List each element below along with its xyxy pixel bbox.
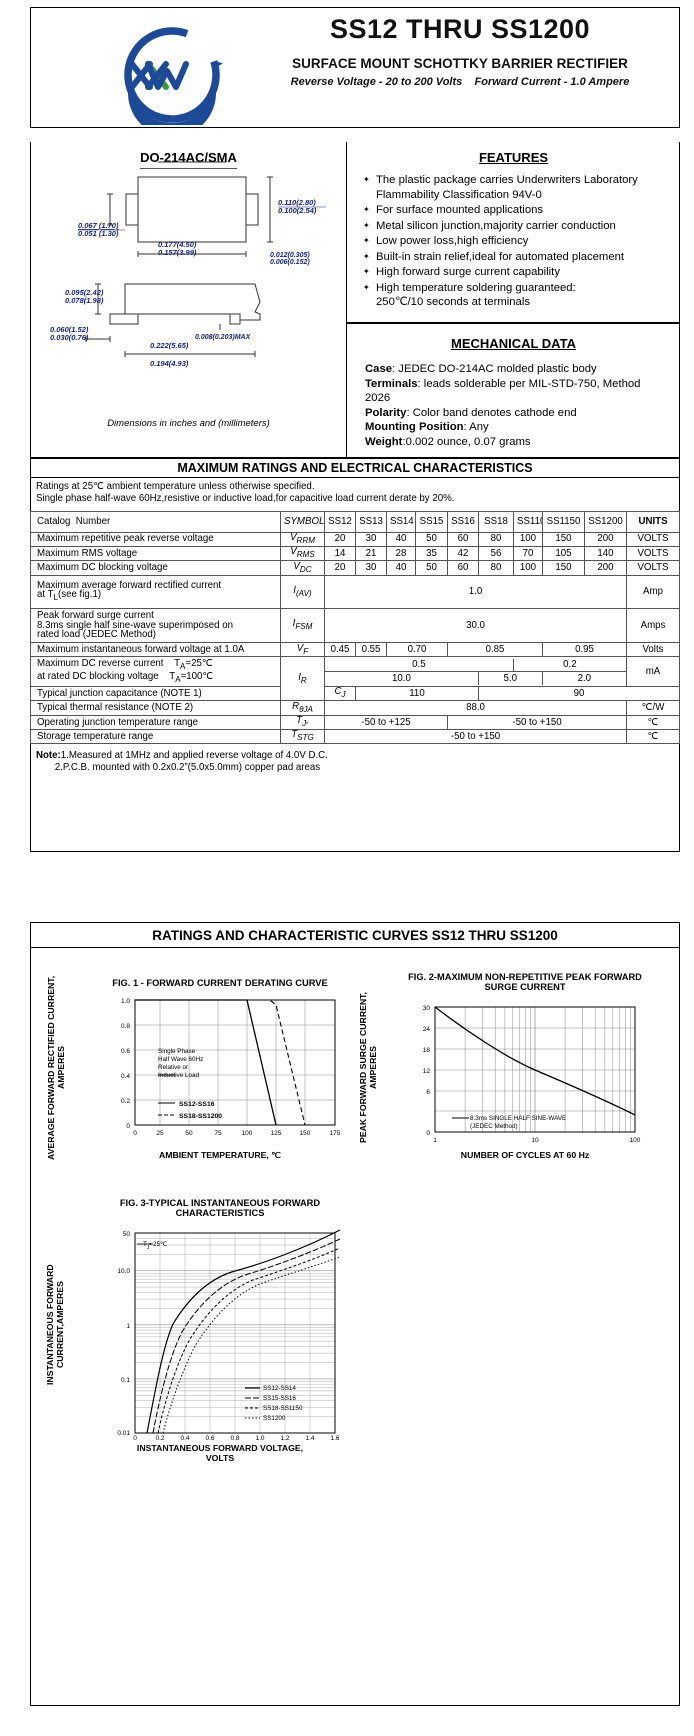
svg-text:100: 100 [242, 1130, 253, 1137]
svg-text:0.157(3.99): 0.157(3.99) [158, 248, 197, 257]
svg-text:SS18-SS1150: SS18-SS1150 [263, 1405, 303, 1412]
svg-text:0.8: 0.8 [121, 1023, 130, 1030]
svg-text:Half Wave 60Hz: Half Wave 60Hz [158, 1056, 203, 1063]
svg-text:1.0: 1.0 [255, 1435, 264, 1440]
svg-text:0.4: 0.4 [180, 1435, 189, 1440]
svg-text:1.6: 1.6 [330, 1435, 339, 1440]
svg-text:6: 6 [426, 1089, 430, 1096]
svg-text:150: 150 [300, 1130, 311, 1137]
svg-text:50: 50 [185, 1130, 193, 1137]
svg-text:18: 18 [423, 1047, 431, 1054]
svg-text:0.01: 0.01 [117, 1430, 130, 1437]
svg-text:0: 0 [126, 1123, 130, 1130]
svg-text:SS15-SS16: SS15-SS16 [263, 1395, 296, 1402]
svg-text:100: 100 [630, 1137, 641, 1144]
svg-text:0.194(4.93): 0.194(4.93) [150, 359, 189, 368]
svg-text:0.6: 0.6 [205, 1435, 214, 1440]
svg-text:0.012(0.305): 0.012(0.305) [270, 252, 310, 259]
svg-text:10: 10 [531, 1137, 539, 1144]
svg-text:Single Phase: Single Phase [158, 1048, 196, 1055]
svg-text:30: 30 [423, 1005, 431, 1012]
svg-text:25: 25 [156, 1130, 164, 1137]
svg-text:1.2: 1.2 [280, 1435, 289, 1440]
svg-text:SS12-SS16: SS12-SS16 [179, 1101, 215, 1108]
svg-text:SS12-SS14: SS12-SS14 [263, 1385, 296, 1392]
svg-text:0.2: 0.2 [155, 1435, 164, 1440]
svg-text:1: 1 [126, 1323, 130, 1330]
svg-text:0.4: 0.4 [121, 1073, 130, 1080]
svg-text:0.008(0.203)MAX: 0.008(0.203)MAX [195, 334, 252, 341]
svg-text:0.030(0.76): 0.030(0.76) [50, 333, 89, 342]
svg-text:175: 175 [330, 1130, 341, 1137]
svg-text:1: 1 [433, 1137, 437, 1144]
svg-text:0: 0 [133, 1130, 137, 1137]
svg-text:1.4: 1.4 [305, 1435, 314, 1440]
svg-text:12: 12 [423, 1068, 431, 1075]
svg-text:125: 125 [271, 1130, 282, 1137]
svg-text:(JEDEC Method): (JEDEC Method) [470, 1123, 518, 1130]
svg-text:Relative or: Relative or [158, 1064, 188, 1071]
svg-text:0.222(5.65): 0.222(5.65) [150, 341, 189, 350]
svg-text:50: 50 [123, 1231, 131, 1238]
svg-text:0: 0 [133, 1435, 137, 1440]
svg-text:75: 75 [214, 1130, 222, 1137]
svg-text:0.006(0.152): 0.006(0.152) [270, 259, 310, 266]
svg-text:0.8: 0.8 [230, 1435, 239, 1440]
svg-text:0.2: 0.2 [121, 1098, 130, 1105]
svg-text:0.1: 0.1 [121, 1377, 130, 1384]
svg-text:0.051 (1.30): 0.051 (1.30) [78, 229, 119, 238]
svg-text:8.3ms SINGLE HALF SINE-WAVE: 8.3ms SINGLE HALF SINE-WAVE [470, 1115, 566, 1122]
svg-text:24: 24 [423, 1026, 431, 1033]
svg-text:10.0: 10.0 [117, 1268, 130, 1275]
svg-text:TJ=25℃: TJ=25℃ [143, 1241, 167, 1251]
svg-text:0.6: 0.6 [121, 1048, 130, 1055]
svg-text:SS1200: SS1200 [263, 1415, 286, 1422]
svg-text:1.0: 1.0 [121, 998, 130, 1005]
svg-text:0.100(2.54): 0.100(2.54) [278, 206, 317, 215]
svg-text:SS18-SS1200: SS18-SS1200 [179, 1113, 222, 1120]
svg-text:0.078(1.98): 0.078(1.98) [65, 296, 104, 305]
svg-text:0: 0 [426, 1130, 430, 1137]
